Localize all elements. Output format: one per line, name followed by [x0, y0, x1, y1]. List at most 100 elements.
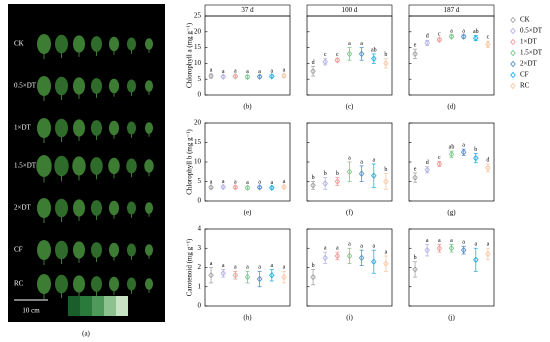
- leaf: [54, 240, 69, 260]
- legend-marker: [510, 71, 516, 79]
- y-tick-label: 20: [194, 119, 202, 127]
- y-tick-label: 15: [194, 43, 202, 51]
- significance-letter: a: [258, 69, 261, 75]
- significance-letter: c: [438, 31, 441, 37]
- legend-label: RC: [520, 82, 530, 90]
- color-chip: [116, 296, 128, 316]
- treatment-label: RC: [14, 280, 24, 288]
- leaf: [37, 76, 51, 96]
- panel-label: (e): [244, 209, 252, 217]
- treatment-label: CK: [14, 40, 24, 48]
- significance-letter: a: [426, 238, 429, 244]
- marker: [256, 73, 263, 80]
- y-axis-label: Chlorophyll b (mg g⁻¹): [186, 129, 194, 195]
- significance-letter: a: [234, 265, 237, 271]
- marker: [424, 39, 431, 47]
- marker: [485, 164, 491, 172]
- significance-letter: b: [312, 263, 315, 269]
- leaf: [126, 158, 137, 174]
- y-tick-label: 5: [198, 177, 202, 185]
- y-tick-label: 10: [194, 158, 202, 166]
- marker: [346, 168, 353, 176]
- leaf: [90, 157, 103, 175]
- marker: [208, 72, 214, 80]
- legend-label: CF: [520, 71, 529, 79]
- significance-letter: a: [462, 143, 465, 149]
- leaf: [54, 274, 69, 294]
- significance-letter: ab: [473, 29, 479, 35]
- leaf: [37, 274, 51, 294]
- marker: [460, 246, 467, 254]
- y-axis-label: Carotenoid (mg g⁻¹): [186, 238, 194, 296]
- significance-letter: a: [336, 245, 339, 251]
- y-tick-label: 20: [194, 27, 202, 35]
- leaf: [54, 76, 69, 96]
- marker: [310, 68, 316, 75]
- leaf: [36, 155, 52, 177]
- marker: [310, 182, 316, 189]
- plot-frame: [306, 122, 393, 202]
- significance-letter: b: [474, 147, 477, 153]
- marker: [256, 275, 263, 283]
- significance-letter: d: [426, 160, 429, 166]
- y-tick-label: 15: [194, 138, 202, 146]
- marker: [358, 254, 365, 262]
- marker: [281, 183, 287, 191]
- panel-label: (b): [243, 103, 252, 111]
- plot-frame: [408, 122, 495, 202]
- significance-letter: a: [462, 28, 465, 34]
- marker: [268, 271, 275, 279]
- significance-letter: b: [336, 171, 339, 177]
- marker: [412, 174, 418, 181]
- marker: [322, 58, 329, 66]
- significance-letter: a: [270, 68, 273, 74]
- significance-letter: a: [360, 41, 363, 47]
- marker: [232, 184, 239, 191]
- significance-letter: a: [222, 263, 225, 269]
- significance-letter: a: [348, 155, 351, 161]
- marker: [460, 148, 467, 156]
- marker: [334, 56, 341, 64]
- marker: [281, 273, 287, 281]
- significance-letter: c: [324, 52, 327, 58]
- significance-letter: a: [372, 244, 375, 250]
- significance-letter: b: [312, 175, 315, 181]
- plot-frame: [408, 15, 495, 96]
- significance-letter: b: [384, 52, 387, 58]
- significance-letter: d: [312, 60, 315, 66]
- leaf: [54, 155, 69, 177]
- significance-letter: d: [486, 157, 489, 163]
- marker: [310, 273, 316, 281]
- leaf: [90, 242, 103, 258]
- panel-label: (j): [448, 314, 455, 322]
- leaf: [126, 37, 137, 51]
- leaf: [108, 78, 120, 94]
- marker: [383, 60, 389, 67]
- marker: [472, 34, 479, 42]
- marker: [334, 252, 341, 260]
- marker: [412, 266, 418, 273]
- panel-label: (f): [346, 209, 354, 217]
- marker: [322, 180, 329, 187]
- significance-letter: d: [426, 34, 429, 40]
- significance-letter: a: [246, 69, 249, 75]
- y-tick-label: 4: [198, 225, 202, 233]
- color-chip: [68, 296, 80, 316]
- legend-label: 1×DT: [520, 38, 538, 46]
- legend-label: 1.5×DT: [520, 49, 543, 57]
- marker: [472, 256, 479, 264]
- significance-letter: a: [438, 238, 441, 244]
- significance-letter: a: [222, 69, 225, 75]
- leaf: [126, 277, 137, 291]
- leaf: [37, 240, 51, 260]
- marker: [448, 33, 455, 40]
- leaf: [72, 35, 86, 53]
- significance-letter: a: [385, 249, 388, 255]
- significance-letter: a: [462, 240, 465, 246]
- significance-letter: a: [487, 242, 490, 248]
- marker: [358, 170, 365, 177]
- leaf: [144, 159, 154, 173]
- y-axis-label: Chlorophyll a (mg g⁻¹): [186, 22, 194, 88]
- photo-background: [8, 4, 165, 322]
- leaf: [37, 118, 51, 138]
